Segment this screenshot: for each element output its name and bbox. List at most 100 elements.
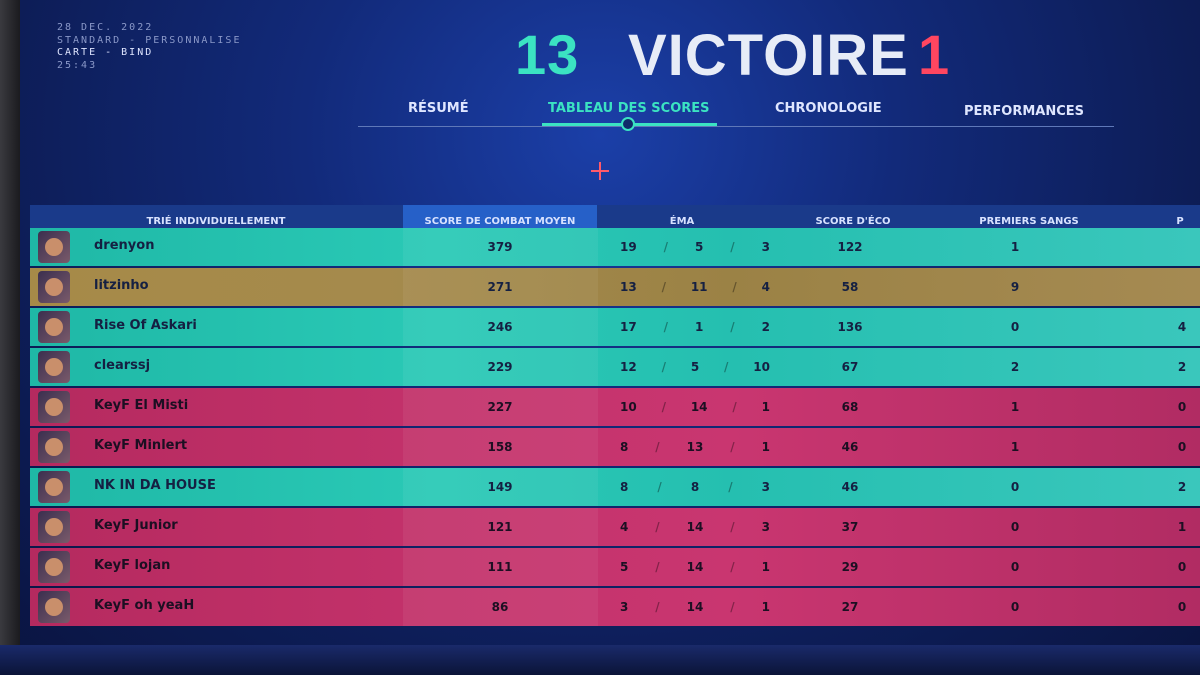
assists-value: 1 <box>761 560 770 574</box>
assists-value: 10 <box>753 360 770 374</box>
first-bloods-value: 0 <box>1010 560 1020 574</box>
match-result-title: VICTOIRE <box>628 23 909 88</box>
next-column-value: 1 <box>1177 520 1187 534</box>
acs-value: 111 <box>487 560 513 574</box>
assists-value: 3 <box>761 520 770 534</box>
acs-value: 121 <box>487 520 513 534</box>
acs-value: 158 <box>487 440 513 454</box>
agent-portrait-icon <box>45 238 63 256</box>
next-column-value: 2 <box>1177 480 1187 494</box>
kda-group: 5 / 14 / 1 <box>620 560 770 574</box>
acs-value: 86 <box>491 600 509 614</box>
kda-group: 8 / 8 / 3 <box>620 480 770 494</box>
monitor-bezel <box>0 0 20 675</box>
agent-portrait-icon <box>45 598 63 616</box>
kda-group: 4 / 14 / 3 <box>620 520 770 534</box>
table-row[interactable]: NK IN DA HOUSE 149 8 / 8 / 3 46 0 2 <box>30 468 1200 506</box>
acs-column-band <box>403 428 598 466</box>
kda-group: 19 / 5 / 3 <box>620 240 770 254</box>
player-name: clearssj <box>94 358 151 373</box>
assists-value: 1 <box>761 440 770 454</box>
tab-performances[interactable]: PERFORMANCES <box>964 104 1085 119</box>
first-bloods-value: 2 <box>1010 360 1020 374</box>
first-bloods-value: 9 <box>1010 280 1020 294</box>
table-row[interactable]: KeyF Junior 121 4 / 14 / 3 37 0 1 <box>30 508 1200 546</box>
kills-value: 10 <box>620 400 637 414</box>
header-first-bloods[interactable]: PREMIERS SANGS <box>979 215 1079 227</box>
kda-separator: / <box>730 560 735 574</box>
next-column-value: 0 <box>1177 560 1187 574</box>
agent-portrait-icon <box>45 318 63 336</box>
agent-portrait-icon <box>45 358 63 376</box>
kda-separator: / <box>724 360 729 374</box>
kda-separator: / <box>730 440 735 454</box>
agent-portrait-icon <box>45 558 63 576</box>
player-name: KeyF Minlert <box>94 438 188 453</box>
agent-avatar <box>38 511 70 543</box>
deaths-value: 14 <box>690 400 708 414</box>
deaths-value: 14 <box>686 600 704 614</box>
deaths-value: 8 <box>690 480 700 494</box>
deaths-value: 5 <box>690 360 700 374</box>
header-sort[interactable]: TRIÉ INDIVIDUELLEMENT <box>146 215 286 227</box>
kda-separator: / <box>732 280 737 294</box>
eco-value: 68 <box>841 400 859 414</box>
kda-separator: / <box>730 600 735 614</box>
kda-group: 10 / 14 / 1 <box>620 400 770 414</box>
eco-value: 58 <box>841 280 859 294</box>
assists-value: 1 <box>761 600 770 614</box>
table-row[interactable]: litzinho 271 13 / 11 / 4 58 9 <box>30 268 1200 306</box>
acs-column-band <box>403 308 598 346</box>
deaths-value: 1 <box>694 320 704 334</box>
assists-value: 3 <box>761 240 770 254</box>
table-row[interactable]: drenyon 379 19 / 5 / 3 122 1 <box>30 228 1200 266</box>
table-row[interactable]: Rise Of Askari 246 17 / 1 / 2 136 0 4 <box>30 308 1200 346</box>
player-name: KeyF oh yeaH <box>94 598 195 613</box>
agent-avatar <box>38 351 70 383</box>
table-row[interactable]: KeyF Minlert 158 8 / 13 / 1 46 1 0 <box>30 428 1200 466</box>
tab-scoreboard[interactable]: TABLEAU DES SCORES <box>548 101 710 116</box>
kda-separator: / <box>655 560 660 574</box>
player-name: Rise Of Askari <box>94 318 197 333</box>
acs-column-band <box>403 388 598 426</box>
agent-portrait-icon <box>45 478 63 496</box>
kda-group: 8 / 13 / 1 <box>620 440 770 454</box>
player-name: KeyF Junior <box>94 518 178 533</box>
crosshair-cursor-icon <box>591 162 609 180</box>
kda-separator: / <box>728 480 733 494</box>
agent-avatar <box>38 591 70 623</box>
kda-separator: / <box>663 240 669 254</box>
table-row[interactable]: clearssj 229 12 / 5 / 10 67 2 2 <box>30 348 1200 386</box>
first-bloods-value: 0 <box>1010 520 1020 534</box>
next-column-value: 0 <box>1177 400 1187 414</box>
acs-column-band <box>403 508 598 546</box>
table-row[interactable]: KeyF oh yeaH 86 3 / 14 / 1 27 0 0 <box>30 588 1200 626</box>
kda-separator: / <box>655 520 660 534</box>
first-bloods-value: 0 <box>1010 480 1020 494</box>
kills-value: 19 <box>620 240 637 254</box>
agent-portrait-icon <box>45 438 63 456</box>
table-row[interactable]: KeyF El Misti 227 10/14/1 68 1 0 <box>30 388 1200 426</box>
table-row[interactable]: KeyF lojan 111 5 / 14 / 1 29 0 0 <box>30 548 1200 586</box>
tab-timeline[interactable]: CHRONOLOGIE <box>775 101 882 116</box>
player-name: KeyF lojan <box>94 558 171 573</box>
agent-avatar <box>38 551 70 583</box>
eco-value: 122 <box>837 240 863 254</box>
header-next[interactable]: P <box>1176 215 1184 227</box>
acs-value: 229 <box>487 360 513 374</box>
kills-value: 5 <box>620 560 629 574</box>
deaths-value: 5 <box>694 240 704 254</box>
tab-summary[interactable]: RÉSUMÉ <box>408 101 469 116</box>
header-eco[interactable]: SCORE D'ÉCO <box>815 215 891 227</box>
agent-avatar <box>38 431 70 463</box>
kills-value: 8 <box>620 480 629 494</box>
first-bloods-value: 1 <box>1010 240 1020 254</box>
match-info: 28 DEC. 2022 STANDARD - PERSONNALISE CAR… <box>57 22 241 72</box>
player-name: KeyF El Misti <box>94 398 189 413</box>
eco-value: 136 <box>837 320 863 334</box>
deaths-value: 13 <box>686 440 704 454</box>
acs-value: 379 <box>487 240 513 254</box>
eco-value: 37 <box>841 520 859 534</box>
header-kda[interactable]: ÉMA <box>669 215 695 227</box>
kda-separator: / <box>663 320 669 334</box>
